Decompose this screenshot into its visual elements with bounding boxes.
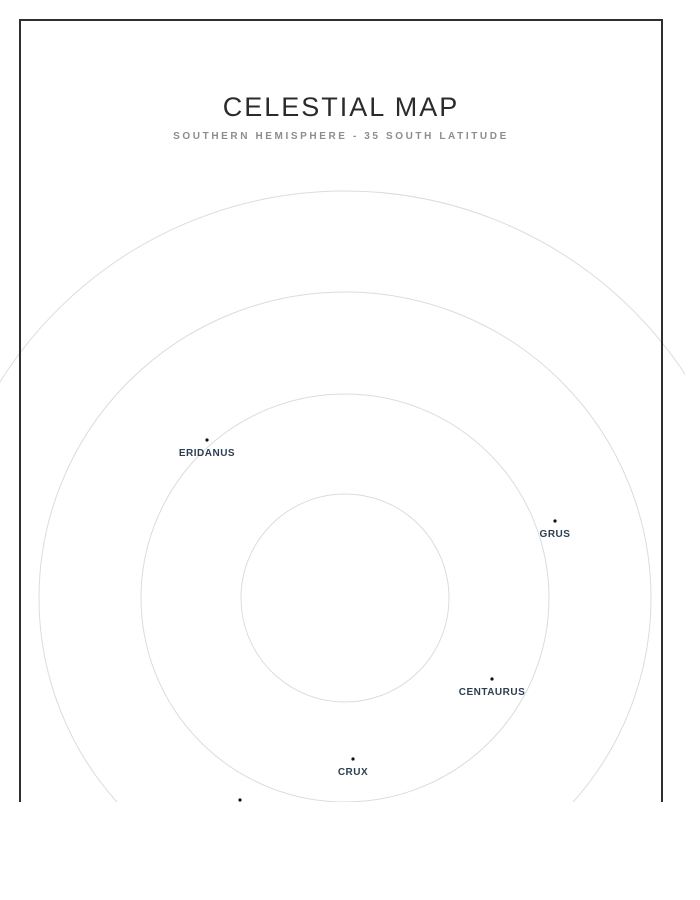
celestial-map: ERIDANUS GRUS CENTAURUS CRUX [0, 19, 685, 802]
star-dot [238, 798, 242, 802]
stars-layer: ERIDANUS GRUS CENTAURUS CRUX [179, 438, 571, 802]
altitude-circle [38, 291, 652, 802]
altitude-circle [0, 190, 685, 384]
star-dot [490, 677, 494, 681]
star-dot [351, 757, 355, 761]
constellation-label: CRUX [338, 767, 368, 778]
star-dot [553, 519, 557, 523]
constellation-label: CENTAURUS [459, 687, 526, 698]
star-dot [205, 438, 209, 442]
constellation-label: GRUS [540, 529, 571, 540]
altitude-circle [140, 393, 550, 802]
altitude-circle [240, 493, 450, 703]
altitude-circles-layer [0, 190, 685, 802]
map-border [19, 19, 663, 802]
constellation-label: ERIDANUS [179, 448, 235, 459]
